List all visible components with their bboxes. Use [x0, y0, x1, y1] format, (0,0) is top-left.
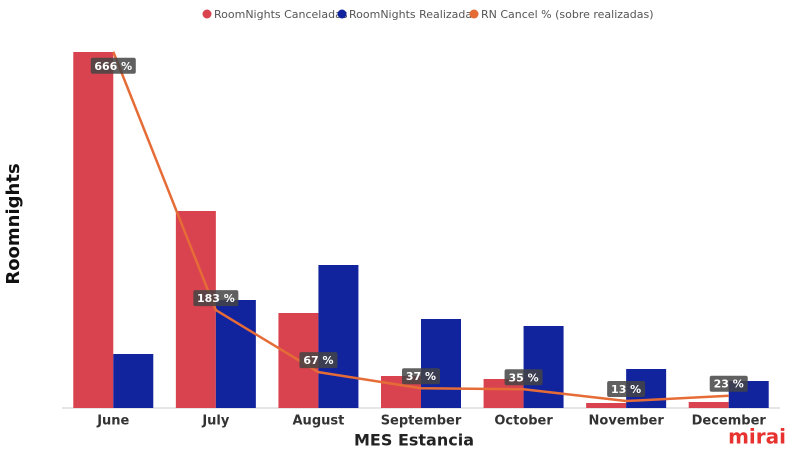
- x-tick-label: September: [381, 414, 462, 429]
- bar: [586, 403, 627, 408]
- legend-marker: [469, 9, 479, 19]
- x-axis-title: MES Estancia: [354, 431, 474, 450]
- data-label-box: [607, 381, 646, 398]
- data-label: 666 %: [94, 60, 132, 73]
- data-label-box: [299, 352, 338, 369]
- x-tick-label: July: [201, 414, 230, 429]
- x-tick-label: October: [494, 414, 553, 429]
- line: [112, 51, 729, 403]
- data-label: 183 %: [197, 292, 235, 305]
- data-label: 13 %: [611, 383, 641, 396]
- x-tick-label: November: [589, 414, 665, 429]
- legend-label: RoomNights Canceladas: [214, 8, 348, 21]
- legend-marker: [337, 9, 347, 19]
- data-label-box: [504, 369, 543, 386]
- x-tick-label: August: [293, 414, 345, 429]
- bar: [688, 402, 729, 408]
- bar: [73, 52, 114, 408]
- legend-label: RN Cancel % (sobre realizadas): [481, 8, 654, 21]
- legend-label: RoomNights Realizadas: [349, 8, 478, 21]
- data-label: 67 %: [303, 354, 333, 367]
- bar: [318, 265, 359, 408]
- bar: [215, 300, 256, 408]
- data-label: 35 %: [508, 371, 538, 384]
- bar: [175, 211, 216, 408]
- bar: [113, 354, 154, 408]
- x-tick-label: June: [96, 414, 129, 429]
- data-label: 37 %: [406, 370, 436, 383]
- data-label-box: [90, 57, 136, 74]
- data-label-box: [402, 368, 440, 385]
- data-label-box: [709, 375, 748, 392]
- bar: [523, 326, 564, 408]
- y-axis-title: Roomnights: [3, 163, 24, 284]
- data-label-box: [193, 290, 239, 307]
- legend-marker: [202, 9, 212, 19]
- bar: [421, 319, 461, 408]
- logo: mirai: [728, 425, 786, 449]
- x-tick-label: December: [692, 414, 767, 429]
- data-label: 23 %: [714, 378, 744, 391]
